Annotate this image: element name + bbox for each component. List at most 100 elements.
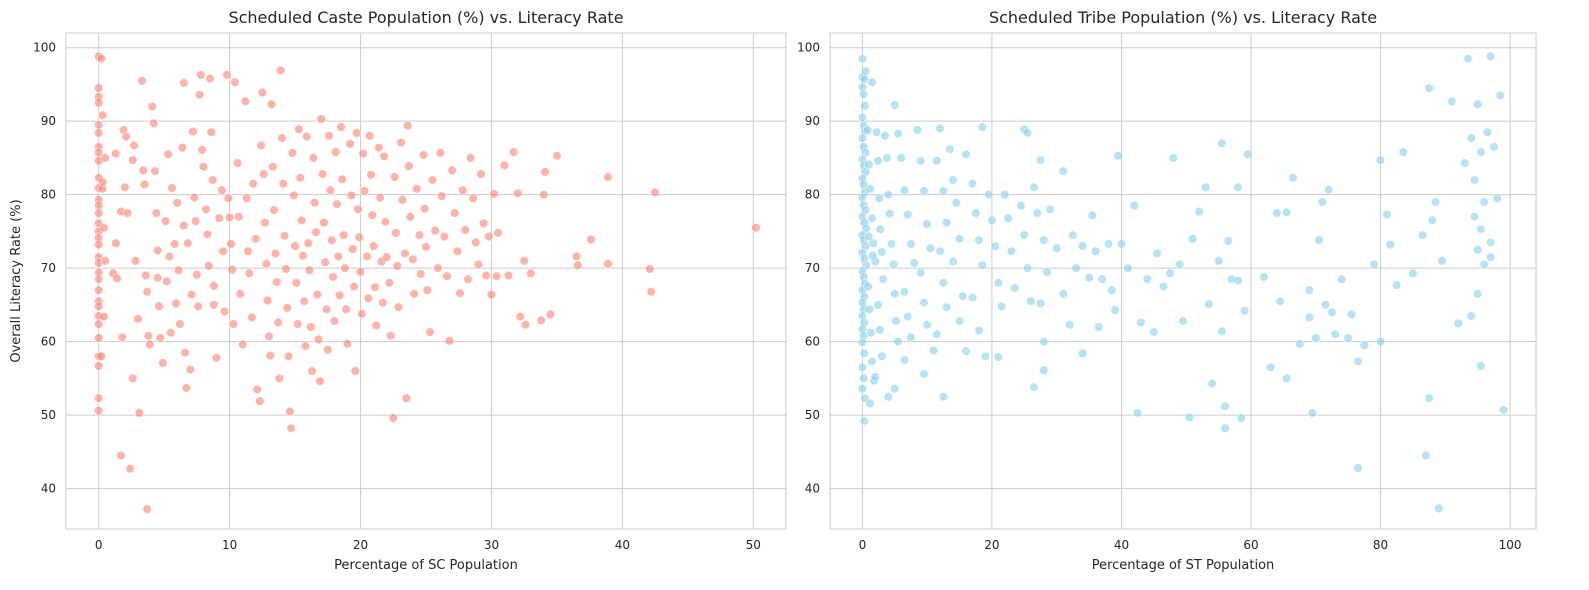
st-data-point	[997, 301, 1007, 311]
sc-y-tick-labels: 40 50 60 70 80 90 100	[33, 41, 56, 496]
sc-data-point	[332, 199, 342, 209]
st-data-point	[864, 231, 874, 242]
st-data-point	[1375, 337, 1386, 347]
st-data-point	[1466, 133, 1476, 143]
st-data-point	[912, 125, 923, 135]
sc-data-point	[98, 110, 108, 120]
st-data-point	[980, 351, 991, 361]
st-data-point	[875, 224, 886, 234]
sc-data-point	[476, 169, 486, 179]
st-data-point	[1469, 175, 1480, 185]
st-data-point	[1220, 401, 1230, 411]
sc-data-point	[396, 137, 406, 148]
st-data-point	[922, 219, 932, 229]
sc-data-point	[219, 306, 229, 317]
st-data-point	[867, 213, 877, 223]
st-data-point	[1039, 337, 1049, 347]
st-y-tick-label: 60	[805, 335, 820, 349]
sc-data-point	[99, 223, 109, 233]
st-data-point	[1029, 182, 1039, 192]
st-data-point	[857, 112, 867, 123]
st-data-point	[1026, 296, 1036, 306]
sc-data-point	[520, 320, 531, 330]
sc-data-point	[303, 238, 313, 248]
st-data-point	[1175, 259, 1185, 270]
st-data-point	[890, 100, 900, 110]
sc-data-point	[94, 98, 104, 108]
sc-data-point	[230, 77, 240, 87]
sc-data-point	[170, 239, 180, 249]
st-data-point	[877, 247, 887, 257]
st-data-point	[1039, 235, 1049, 245]
sc-data-point	[295, 173, 305, 183]
st-data-point	[1201, 182, 1211, 192]
st-data-point	[859, 89, 869, 99]
st-data-point	[860, 101, 870, 111]
st-data-point	[865, 184, 875, 194]
st-data-point	[870, 372, 880, 382]
sc-data-point	[492, 271, 502, 281]
st-data-point	[865, 398, 875, 408]
st-data-point	[1330, 329, 1340, 339]
st-data-point	[891, 316, 901, 326]
st-data-point	[866, 328, 876, 338]
sc-data-point	[283, 351, 294, 361]
sc-data-point	[155, 333, 165, 343]
sc-data-point	[255, 396, 265, 406]
sc-data-point	[223, 193, 233, 203]
sc-data-point	[214, 213, 224, 223]
st-data-point	[1194, 206, 1204, 217]
st-data-point	[1009, 283, 1020, 293]
sc-data-point	[112, 273, 122, 284]
sc-data-point	[196, 70, 206, 80]
st-y-tick-label: 70	[805, 261, 820, 275]
st-data-point	[1479, 197, 1489, 207]
st-data-point	[1324, 184, 1334, 195]
sc-data-point	[397, 195, 408, 205]
sc-data-point	[277, 133, 287, 143]
sc-data-point	[335, 290, 345, 300]
sc-data-point	[192, 270, 202, 280]
sc-data-point	[319, 217, 329, 228]
sc-data-point	[751, 223, 761, 233]
sc-data-point	[352, 128, 362, 138]
sc-data-point	[183, 238, 193, 248]
st-data-point	[1233, 182, 1243, 192]
st-data-point	[857, 384, 867, 394]
sc-data-point	[142, 504, 152, 514]
sc-data-point	[134, 408, 144, 418]
st-data-point	[974, 235, 984, 245]
sc-data-point	[198, 162, 209, 172]
sc-data-point	[311, 227, 321, 237]
sc-data-point	[94, 128, 104, 138]
sc-data-point	[278, 179, 288, 189]
sc-data-point	[355, 267, 366, 277]
sc-data-point	[274, 373, 284, 383]
st-data-point	[938, 186, 948, 196]
st-data-point	[1482, 127, 1493, 137]
st-data-point	[1434, 503, 1444, 514]
st-data-point	[1149, 327, 1159, 337]
sc-data-point	[188, 126, 198, 137]
sc-data-point	[94, 83, 104, 93]
st-x-tick-label: 20	[984, 538, 999, 552]
sc-data-point	[393, 302, 404, 312]
sc-data-point	[362, 251, 372, 261]
st-data-point	[1437, 256, 1447, 266]
sc-data-point	[291, 278, 302, 288]
st-data-point	[864, 159, 874, 170]
sc-data-point	[493, 228, 503, 238]
st-data-point	[857, 54, 867, 64]
sc-data-point	[173, 265, 184, 275]
sc-data-point	[294, 124, 304, 134]
sc-data-point	[145, 339, 155, 350]
sc-data-point	[167, 183, 177, 193]
sc-data-point	[320, 257, 330, 267]
sc-x-tick-label: 20	[353, 538, 368, 552]
st-data-point	[1052, 243, 1062, 253]
sc-data-point	[125, 464, 135, 474]
sc-data-point	[162, 276, 172, 286]
st-data-point	[1090, 246, 1101, 256]
st-data-point	[1418, 230, 1428, 240]
sc-data-point	[160, 216, 171, 226]
